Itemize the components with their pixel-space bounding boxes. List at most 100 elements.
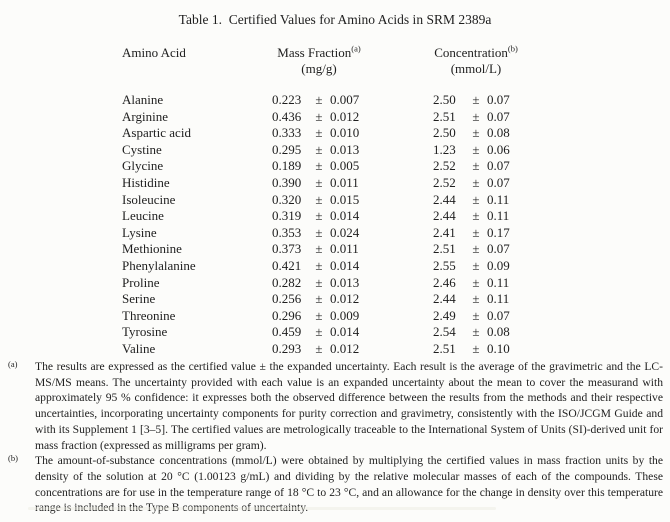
footnote-b: (b) The amount-of-substance concentratio… bbox=[8, 453, 663, 516]
col-header-mass-fraction-label: Mass Fraction bbox=[277, 45, 352, 60]
footnote-a: (a) The results are expressed as the cer… bbox=[8, 359, 663, 453]
column-spacer bbox=[366, 324, 433, 341]
mass-fraction-value: 0.459 bbox=[272, 324, 302, 340]
amino-acid-name: Serine bbox=[122, 291, 156, 307]
plus-minus-sign: ± bbox=[472, 92, 480, 107]
mass-fraction-value: 0.353 bbox=[272, 224, 302, 240]
amino-acid-name: Arginine bbox=[122, 108, 168, 124]
plus-minus-sign: ± bbox=[315, 174, 323, 190]
column-spacer bbox=[366, 341, 433, 358]
table-row: Cystine 0.295 ±0.013 1.23 ±0.06 bbox=[122, 142, 519, 159]
concentration-value: 1.23 bbox=[433, 141, 456, 157]
concentration-value: 2.49 bbox=[433, 307, 456, 323]
column-spacer bbox=[366, 258, 433, 275]
mass-fraction-uncertainty: 0.009 bbox=[330, 307, 360, 323]
column-spacer bbox=[366, 225, 433, 242]
column-spacer bbox=[366, 125, 433, 142]
footnotes-section: (a) The results are expressed as the cer… bbox=[8, 359, 663, 516]
plus-minus-sign: ± bbox=[315, 291, 323, 307]
plus-minus-sign: ± bbox=[472, 257, 480, 273]
column-spacer bbox=[366, 241, 433, 258]
mass-fraction-value: 0.333 bbox=[272, 125, 302, 141]
table-row: Proline 0.282 ±0.013 2.46 ±0.11 bbox=[122, 275, 519, 292]
amino-acid-name: Glycine bbox=[122, 158, 164, 174]
mass-fraction-uncertainty: 0.005 bbox=[330, 158, 360, 174]
table-row: Glycine 0.189 ±0.005 2.52 ±0.07 bbox=[122, 158, 519, 175]
concentration-uncertainty: 0.07 bbox=[487, 158, 510, 174]
mass-fraction-value: 0.295 bbox=[272, 141, 302, 157]
amino-acid-name: Proline bbox=[122, 274, 160, 290]
concentration-uncertainty: 0.07 bbox=[487, 241, 510, 257]
concentration-uncertainty: 0.07 bbox=[487, 108, 510, 124]
table-row: Isoleucine 0.320 ±0.015 2.44 ±0.11 bbox=[122, 192, 519, 209]
plus-minus-sign: ± bbox=[472, 241, 480, 257]
mass-fraction-value: 0.319 bbox=[272, 208, 302, 224]
mass-fraction-uncertainty: 0.014 bbox=[330, 324, 360, 340]
plus-minus-sign: ± bbox=[472, 125, 480, 141]
concentration-uncertainty: 0.09 bbox=[487, 257, 510, 273]
footnote-b-text: The amount-of-substance concentrations (… bbox=[35, 454, 663, 515]
concentration-uncertainty: 0.10 bbox=[487, 340, 510, 356]
plus-minus-sign: ± bbox=[315, 257, 323, 273]
concentration-uncertainty: 0.11 bbox=[487, 191, 510, 207]
plus-minus-sign: ± bbox=[315, 125, 323, 141]
concentration-uncertainty: 0.08 bbox=[487, 324, 510, 340]
column-spacer bbox=[366, 291, 433, 308]
table-title: Table 1. Certified Values for Amino Acid… bbox=[178, 12, 492, 27]
mass-fraction-uncertainty: 0.012 bbox=[330, 108, 360, 124]
footnote-ref-a: (a) bbox=[351, 43, 361, 54]
col-header-mass-fraction: Mass Fraction(a) bbox=[272, 43, 366, 61]
footnote-b-marker: (b) bbox=[8, 453, 18, 464]
plus-minus-sign: ± bbox=[315, 324, 323, 340]
mass-fraction-value: 0.256 bbox=[272, 291, 302, 307]
amino-acid-name: Tyrosine bbox=[122, 324, 168, 340]
mass-fraction-value: 0.189 bbox=[272, 158, 302, 174]
mass-fraction-uncertainty: 0.014 bbox=[330, 208, 360, 224]
mass-fraction-value: 0.421 bbox=[272, 257, 302, 273]
plus-minus-sign: ± bbox=[315, 224, 323, 240]
plus-minus-sign: ± bbox=[315, 92, 323, 107]
concentration-value: 2.46 bbox=[433, 274, 456, 290]
concentration-value: 2.55 bbox=[433, 257, 456, 273]
plus-minus-sign: ± bbox=[315, 141, 323, 157]
plus-minus-sign: ± bbox=[315, 108, 323, 124]
table-row: Phenylalanine 0.421 ±0.014 2.55 ±0.09 bbox=[122, 258, 519, 275]
concentration-value: 2.50 bbox=[433, 92, 456, 107]
footnote-a-marker: (a) bbox=[8, 359, 18, 369]
amino-acid-name: Isoleucine bbox=[122, 191, 176, 207]
plus-minus-sign: ± bbox=[315, 158, 323, 174]
table-row: Threonine 0.296 ±0.009 2.49 ±0.07 bbox=[122, 308, 519, 325]
concentration-uncertainty: 0.07 bbox=[487, 307, 510, 323]
table-row: Serine 0.256 ±0.012 2.44 ±0.11 bbox=[122, 291, 519, 308]
concentration-uncertainty: 0.17 bbox=[487, 224, 510, 240]
mass-fraction-value: 0.373 bbox=[272, 241, 302, 257]
mass-fraction-value: 0.436 bbox=[272, 108, 302, 124]
scan-artifact bbox=[28, 507, 496, 510]
plus-minus-sign: ± bbox=[472, 224, 480, 240]
col-header-concentration-label: Concentration bbox=[434, 45, 508, 60]
mass-fraction-value: 0.293 bbox=[272, 340, 302, 356]
table-row: Tyrosine 0.459 ±0.014 2.54 ±0.08 bbox=[122, 324, 519, 341]
footnote-a-text: The results are expressed as the certifi… bbox=[35, 360, 663, 452]
table-row: Alanine 0.223 ±0.007 2.50 ±0.07 bbox=[122, 92, 519, 109]
col-header-amino-acid: Amino Acid bbox=[122, 45, 186, 60]
concentration-value: 2.51 bbox=[433, 340, 456, 356]
certified-values-table: Amino Acid Mass Fraction(a) Concentratio… bbox=[122, 43, 519, 358]
mass-fraction-value: 0.223 bbox=[272, 92, 302, 107]
plus-minus-sign: ± bbox=[315, 340, 323, 356]
mass-fraction-value: 0.320 bbox=[272, 191, 302, 207]
concentration-value: 2.44 bbox=[433, 208, 456, 224]
mass-fraction-uncertainty: 0.015 bbox=[330, 191, 360, 207]
concentration-value: 2.52 bbox=[433, 158, 456, 174]
plus-minus-sign: ± bbox=[315, 274, 323, 290]
concentration-uncertainty: 0.11 bbox=[487, 208, 510, 224]
mass-fraction-value: 0.282 bbox=[272, 274, 302, 290]
plus-minus-sign: ± bbox=[472, 174, 480, 190]
plus-minus-sign: ± bbox=[472, 274, 480, 290]
plus-minus-sign: ± bbox=[472, 324, 480, 340]
concentration-value: 2.44 bbox=[433, 191, 456, 207]
mass-fraction-uncertainty: 0.007 bbox=[330, 92, 360, 107]
table-body: Alanine 0.223 ±0.007 2.50 ±0.07 Arginine 0.436… bbox=[122, 92, 519, 358]
column-spacer bbox=[366, 109, 433, 126]
plus-minus-sign: ± bbox=[472, 307, 480, 323]
